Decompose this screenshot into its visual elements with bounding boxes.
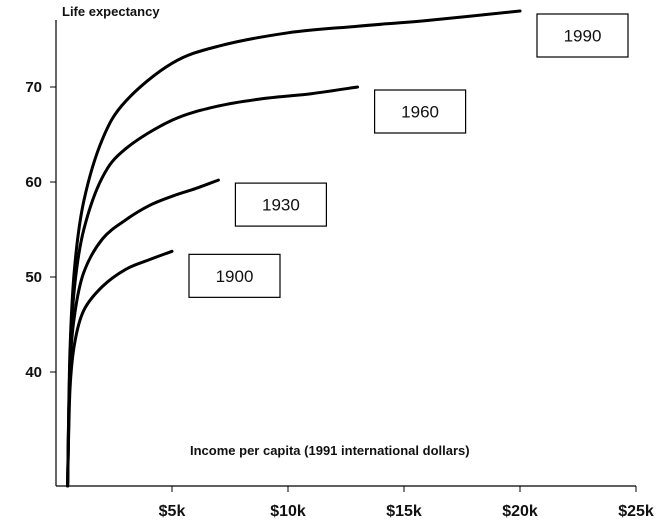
series-label-box-1900: 1900 bbox=[188, 253, 281, 298]
series-label-text: 1930 bbox=[262, 196, 300, 215]
series-line-1990 bbox=[66, 9, 522, 488]
series-label-box-1960: 1960 bbox=[374, 89, 467, 134]
axes bbox=[50, 20, 637, 492]
label-box-frame bbox=[374, 89, 467, 134]
series-label-box-1930: 1930 bbox=[234, 182, 327, 227]
y-axis-title: Life expectancy bbox=[62, 4, 160, 19]
series-labels: 1900 1930 1960 1990 bbox=[188, 13, 629, 298]
y-tick-label: 50 bbox=[25, 269, 42, 286]
series-label-box-1990: 1990 bbox=[536, 13, 629, 58]
series-line-1930 bbox=[66, 178, 220, 488]
series-line-1900 bbox=[66, 249, 174, 488]
y-tick-label: 70 bbox=[25, 79, 42, 96]
x-tick-label: $10k bbox=[270, 503, 306, 520]
y-tick-label: 80 bbox=[25, 0, 42, 1]
x-tick-label: $25k bbox=[618, 503, 654, 520]
y-tick-label: 40 bbox=[25, 364, 42, 381]
label-box-frame bbox=[234, 182, 327, 227]
x-axis-title: Income per capita (1991 international do… bbox=[190, 443, 470, 458]
tick-labels: 40 50 60 70 80 $5k $10k $15k $20k $25k bbox=[25, 0, 654, 520]
series-label-text: 1960 bbox=[401, 103, 439, 122]
x-tick-label: $15k bbox=[386, 503, 422, 520]
label-box-frame bbox=[188, 253, 281, 298]
series-label-text: 1900 bbox=[216, 267, 254, 286]
label-box-frame bbox=[536, 13, 629, 58]
x-tick-label: $20k bbox=[502, 503, 538, 520]
series-curves bbox=[66, 9, 522, 488]
x-tick-label: $5k bbox=[159, 503, 186, 520]
series-label-text: 1990 bbox=[564, 27, 602, 46]
y-tick-label: 60 bbox=[25, 174, 42, 191]
